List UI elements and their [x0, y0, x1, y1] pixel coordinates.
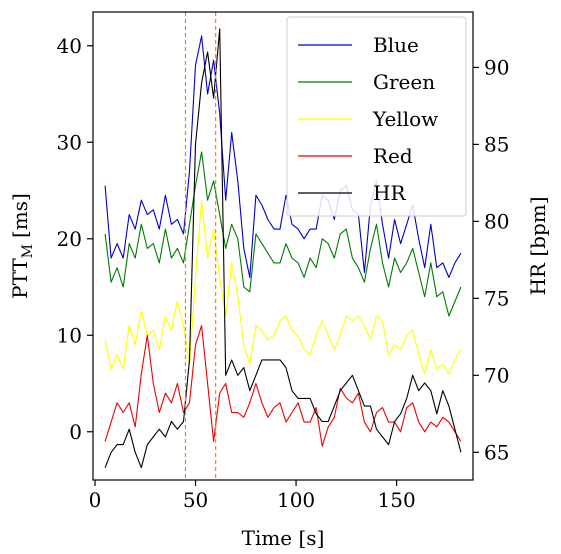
series-line-green — [104, 151, 462, 317]
y-tick-label: 40 — [57, 34, 82, 58]
y-axis-label-main: PTT — [8, 258, 32, 299]
y2-tick-label: 75 — [484, 286, 509, 310]
y2-tick-label: 65 — [484, 440, 509, 464]
y2-axis-label: HR [bpm] — [526, 196, 550, 295]
x-axis-label: Time [s] — [242, 526, 325, 550]
series-line-red — [104, 325, 462, 447]
series-line-hr — [104, 28, 462, 469]
plot-frame — [92, 11, 474, 481]
y-tick-label: 10 — [57, 323, 82, 347]
y2-tick-label: 80 — [484, 209, 509, 233]
plot-area — [104, 12, 462, 480]
y-tick-label: 0 — [69, 420, 82, 444]
x-tick-label: 150 — [378, 488, 416, 512]
y-axis-label: PTTM [ms] — [8, 193, 36, 299]
series-line-yellow — [104, 199, 462, 375]
y2-tick-label: 85 — [484, 132, 509, 156]
legend-label-blue: Blue — [373, 33, 419, 57]
series-line-blue — [104, 35, 462, 278]
legend-label-yellow: Yellow — [372, 107, 438, 131]
x-tick-label: 100 — [277, 488, 315, 512]
axes — [92, 11, 474, 481]
y2-tick-label: 70 — [484, 363, 509, 387]
y-axis-label-subscript: M — [20, 244, 36, 258]
y2-tick-label: 90 — [484, 55, 509, 79]
legend: Blue Green Yellow Red HR — [286, 16, 467, 217]
legend-box — [286, 16, 467, 217]
legend-label-hr: HR — [373, 181, 406, 205]
ticks: 0 50 100 150 0 10 20 30 40 65 70 75 80 85 90 — [57, 34, 510, 512]
x-tick-label: 0 — [89, 488, 102, 512]
legend-label-red: Red — [373, 144, 413, 168]
x-tick-label: 50 — [183, 488, 208, 512]
legend-label-green: Green — [373, 70, 435, 94]
y-axis-label-unit: [ms] — [8, 193, 32, 238]
y-tick-label: 30 — [57, 130, 82, 154]
y-tick-label: 20 — [57, 227, 82, 251]
